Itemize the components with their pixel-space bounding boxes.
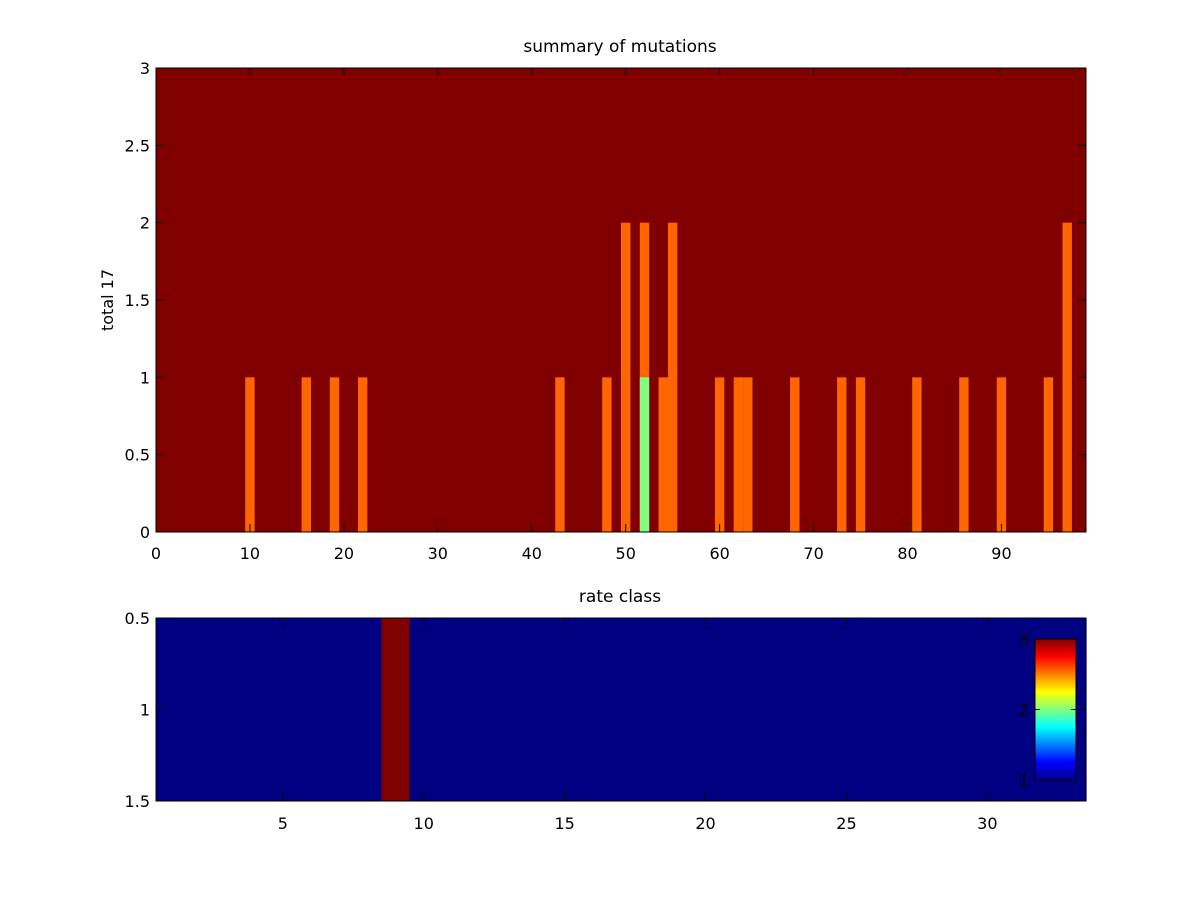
rate-class-cell bbox=[635, 618, 664, 801]
y-tick-label: 0.5 bbox=[125, 446, 150, 465]
colorbar-gradient bbox=[1034, 638, 1077, 781]
rate-class-cell bbox=[578, 618, 608, 801]
mutation-bar bbox=[959, 377, 969, 532]
rate-class-axes: rate class 5 10 15 20 25 30 0.5 1 1.5 1 2 3 bbox=[125, 587, 1087, 833]
rate-class-cell bbox=[606, 618, 636, 801]
x-tick-label: 70 bbox=[803, 544, 823, 563]
rate-class-cell bbox=[747, 618, 777, 801]
y-tick-label: 1 bbox=[140, 701, 150, 720]
mutation-bar bbox=[621, 222, 631, 533]
mutation-bar bbox=[1043, 377, 1054, 532]
y-tick-label: 0.5 bbox=[125, 609, 150, 628]
rate-class-cell bbox=[719, 618, 749, 801]
x-tick-label: 10 bbox=[240, 544, 260, 563]
rate-class-cell bbox=[776, 618, 805, 801]
rate-class-title: rate class bbox=[579, 587, 661, 607]
x-tick-label: 40 bbox=[522, 544, 542, 563]
colorbar-tick-label: 2 bbox=[1019, 701, 1029, 720]
x-tick-label: 50 bbox=[616, 544, 636, 563]
mutations-plot-frame bbox=[155, 67, 1087, 533]
mutation-bar bbox=[1062, 222, 1072, 533]
rate-class-cell bbox=[916, 618, 946, 801]
rate-class-cell bbox=[353, 618, 383, 801]
rate-class-cell bbox=[325, 618, 354, 801]
colorbar-ticks: 1 2 3 bbox=[1019, 630, 1076, 790]
rate-class-cell bbox=[494, 618, 523, 801]
mutations-title: summary of mutations bbox=[523, 37, 716, 57]
mutation-bar bbox=[555, 377, 565, 532]
x-tick-label: 90 bbox=[991, 544, 1011, 563]
x-tick-label: 80 bbox=[897, 544, 917, 563]
rate-class-cell bbox=[973, 618, 1003, 801]
rate-class-cell bbox=[381, 618, 411, 801]
y-tick-label: 1.5 bbox=[125, 792, 150, 811]
mutation-bar bbox=[357, 377, 368, 532]
y-tick-label: 1 bbox=[140, 368, 150, 387]
rate-class-cell bbox=[804, 618, 833, 801]
colorbar: 1 2 3 bbox=[1019, 630, 1077, 790]
mutation-bar bbox=[714, 377, 725, 532]
mutation-bar bbox=[667, 222, 678, 533]
mutation-bar bbox=[743, 377, 753, 532]
rate-class-cell bbox=[296, 618, 326, 801]
y-tick-label: 2.5 bbox=[125, 136, 150, 155]
mutation-bar bbox=[837, 377, 847, 532]
x-tick-label: 5 bbox=[278, 814, 288, 833]
rate-class-ticks: 5 10 15 20 25 30 0.5 1 1.5 bbox=[125, 609, 1086, 833]
y-tick-label: 0 bbox=[140, 523, 150, 542]
x-tick-label: 30 bbox=[977, 814, 997, 833]
x-tick-label: 20 bbox=[695, 814, 715, 833]
mutation-bar bbox=[245, 377, 255, 532]
rate-class-cell bbox=[860, 618, 890, 801]
colorbar-tick-label: 1 bbox=[1019, 771, 1029, 790]
x-tick-label: 20 bbox=[334, 544, 354, 563]
y-tick-label: 2 bbox=[140, 214, 150, 233]
x-tick-label: 60 bbox=[709, 544, 729, 563]
mutation-bar bbox=[912, 377, 922, 532]
rate-class-cell bbox=[832, 618, 862, 801]
mutation-bar bbox=[639, 377, 650, 532]
rate-class-cell bbox=[691, 618, 721, 801]
rate-class-cells bbox=[156, 618, 1087, 801]
rate-class-cell bbox=[663, 618, 693, 801]
rate-class-cell bbox=[268, 618, 298, 801]
x-tick-label: 0 bbox=[151, 544, 161, 563]
mutation-bar bbox=[733, 377, 744, 532]
x-tick-label: 30 bbox=[428, 544, 448, 563]
rate-class-cell bbox=[184, 618, 213, 801]
rate-class-cell bbox=[240, 618, 270, 801]
rate-class-cell bbox=[212, 618, 242, 801]
mutations-axes: summary of mutations total 17 0 10 20 30 40 5… bbox=[98, 37, 1087, 563]
rate-class-cell bbox=[522, 618, 552, 801]
rate-class-cell bbox=[945, 618, 974, 801]
rate-class-cell bbox=[888, 618, 918, 801]
x-tick-label: 25 bbox=[836, 814, 856, 833]
mutations-bars bbox=[245, 222, 1072, 533]
mutation-bar bbox=[329, 377, 340, 532]
y-tick-label: 3 bbox=[140, 59, 150, 78]
mutations-ticks: 0 10 20 30 40 50 60 70 80 90 0 0.5 1 1.5 2 2.5 3 bbox=[125, 59, 1086, 563]
y-tick-label: 1.5 bbox=[125, 291, 150, 310]
rate-class-cell bbox=[409, 618, 439, 801]
mutation-bar bbox=[602, 377, 612, 532]
mutation-bar bbox=[301, 377, 311, 532]
colorbar-tick-label: 3 bbox=[1019, 630, 1029, 649]
mutation-bar bbox=[658, 377, 668, 532]
x-tick-label: 15 bbox=[554, 814, 574, 833]
rate-class-cell bbox=[1001, 618, 1031, 801]
x-tick-label: 10 bbox=[414, 814, 434, 833]
rate-class-cell bbox=[550, 618, 580, 801]
mutations-ylabel: total 17 bbox=[98, 269, 117, 331]
rate-class-cell bbox=[437, 618, 467, 801]
mutation-bar bbox=[996, 377, 1007, 532]
rate-class-cell bbox=[466, 618, 495, 801]
mutation-bar bbox=[855, 377, 866, 532]
mutation-bar bbox=[790, 377, 800, 532]
rate-class-plot-frame bbox=[155, 617, 1087, 802]
